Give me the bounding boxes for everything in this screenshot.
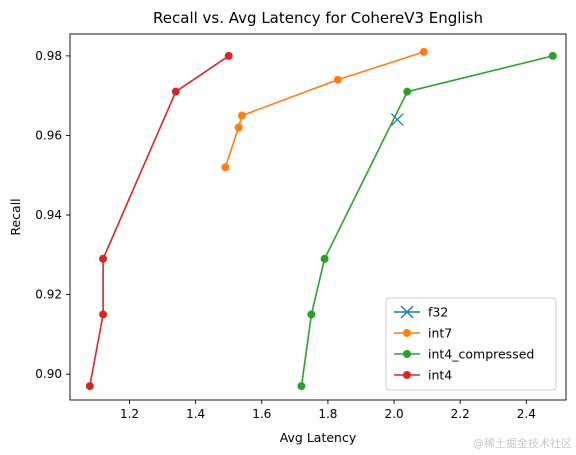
- y-axis-label: Recall: [8, 198, 23, 235]
- x-tick-label: 1.6: [252, 407, 271, 421]
- x-tick-label: 1.4: [186, 407, 205, 421]
- x-tick-label: 1.8: [318, 407, 337, 421]
- data-point: [297, 382, 306, 391]
- x-tick-label: 2.0: [385, 407, 404, 421]
- series-f32: [390, 113, 404, 126]
- data-point: [221, 163, 230, 172]
- legend-label: int4_compressed: [428, 347, 534, 362]
- y-tick-label: 0.96: [35, 128, 62, 142]
- legend-entry-int4-compressed: int4_compressed: [394, 347, 534, 362]
- legend: f32 int7 int4_compressed int4: [385, 297, 557, 391]
- y-tick-label: 0.94: [35, 208, 62, 222]
- y-tick-label: 0.98: [35, 49, 62, 63]
- y-axis-ticks: 0.90 0.92 0.94 0.96 0.98: [35, 49, 70, 381]
- data-point: [99, 310, 108, 319]
- data-point: [390, 113, 404, 126]
- data-point: [307, 310, 316, 319]
- series-layer: [85, 47, 557, 391]
- legend-entry-int7: int7: [394, 326, 452, 341]
- chart-title: Recall vs. Avg Latency for CohereV3 Engl…: [153, 9, 483, 27]
- data-point: [237, 111, 246, 120]
- data-point: [224, 51, 233, 60]
- legend-box: [385, 297, 557, 391]
- watermark: @稀土掘金技术社区: [473, 436, 572, 450]
- legend-entry-f32: f32: [394, 305, 448, 320]
- x-tick-label: 1.2: [120, 407, 139, 421]
- y-tick-label: 0.92: [35, 288, 62, 302]
- y-tick-label: 0.90: [35, 367, 62, 381]
- x-tick-label: 2.4: [517, 407, 536, 421]
- data-point: [419, 47, 428, 56]
- x-axis-label: Avg Latency: [280, 430, 357, 445]
- plot-frame: [69, 33, 567, 401]
- data-point: [85, 382, 94, 391]
- data-point: [171, 87, 180, 96]
- series-int4: [85, 51, 233, 391]
- data-point: [99, 254, 108, 263]
- data-point: [403, 87, 412, 96]
- data-point: [548, 51, 557, 60]
- legend-label: int4: [428, 368, 452, 383]
- data-point: [234, 123, 243, 132]
- data-point: [333, 75, 342, 84]
- x-tick-label: 2.2: [451, 407, 470, 421]
- legend-label: int7: [428, 326, 452, 341]
- legend-label: f32: [428, 305, 448, 320]
- x-axis-ticks: 1.2 1.4 1.6 1.8 2.0 2.2 2.4: [120, 400, 536, 421]
- data-point: [320, 254, 329, 263]
- series-int4-compressed: [297, 51, 557, 391]
- legend-entry-int4: int4: [394, 368, 452, 383]
- series-int7: [221, 47, 428, 172]
